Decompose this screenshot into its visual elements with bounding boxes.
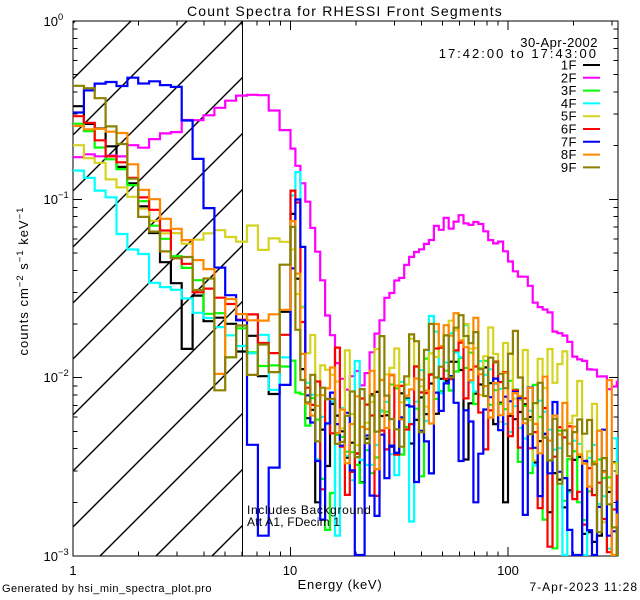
svg-text:10: 10	[44, 370, 58, 385]
svg-text:17:42:00 to 17:43:00: 17:42:00 to 17:43:00	[439, 46, 598, 61]
svg-text:10: 10	[44, 549, 58, 564]
svg-text:counts cm−2 s−1 keV−1: counts cm−2 s−1 keV−1	[15, 207, 31, 356]
svg-text:Energy (keV): Energy (keV)	[298, 577, 383, 592]
svg-text:10: 10	[44, 14, 58, 29]
svg-text:Generated by hsi_min_spectra_p: Generated by hsi_min_spectra_plot.pro	[2, 583, 212, 595]
svg-text:Att A1, FDecim 1: Att A1, FDecim 1	[247, 515, 340, 529]
svg-text:Includes Background: Includes Background	[247, 503, 371, 517]
svg-text:5F: 5F	[561, 109, 577, 124]
svg-text:8F: 8F	[561, 147, 577, 162]
svg-text:0: 0	[58, 11, 63, 22]
svg-text:−3: −3	[58, 546, 69, 557]
svg-text:7F: 7F	[561, 134, 577, 149]
svg-text:6F: 6F	[561, 122, 577, 137]
svg-text:−2: −2	[58, 367, 69, 378]
svg-text:10: 10	[283, 563, 297, 578]
svg-text:2F: 2F	[561, 70, 577, 85]
svg-text:Count Spectra for RHESSI Front: Count Spectra for RHESSI Front Segments	[187, 3, 503, 19]
svg-text:7-Apr-2023 11:28: 7-Apr-2023 11:28	[529, 580, 638, 594]
svg-text:10: 10	[44, 192, 58, 207]
svg-text:4F: 4F	[561, 96, 577, 111]
svg-text:9F: 9F	[561, 160, 577, 175]
svg-text:−1: −1	[58, 189, 69, 200]
svg-text:1F: 1F	[561, 58, 577, 73]
svg-text:1: 1	[69, 563, 76, 578]
svg-text:30-Apr-2002: 30-Apr-2002	[520, 35, 598, 50]
svg-text:3F: 3F	[561, 83, 577, 98]
svg-text:100: 100	[497, 563, 519, 578]
